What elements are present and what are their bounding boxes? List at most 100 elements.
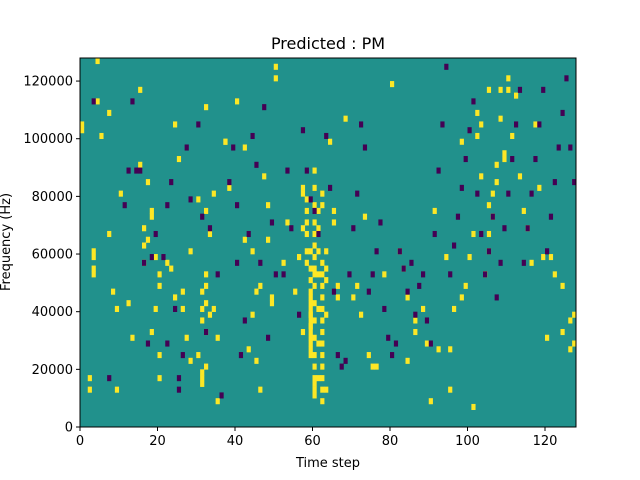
heatmap-cell-high	[173, 121, 178, 128]
heatmap-cell-high	[95, 98, 100, 105]
heatmap-cell-high	[479, 173, 484, 180]
heatmap-cell-low	[231, 144, 236, 151]
heatmap-cell-high	[157, 352, 162, 359]
heatmap-cell-high	[308, 352, 313, 359]
heatmap-cell-high	[475, 132, 480, 140]
heatmap-cell-low	[370, 271, 375, 278]
heatmap-cell-high	[517, 173, 523, 180]
heatmap-cell-low	[142, 259, 147, 266]
heatmap-cell-low	[486, 248, 492, 255]
heatmap-cell-high	[498, 86, 503, 93]
heatmap-cell-low	[176, 386, 182, 393]
heatmap-cell-low	[242, 317, 247, 324]
heatmap-cell-high	[188, 357, 193, 364]
heatmap-cell-high	[80, 121, 85, 128]
heatmap-cell-low	[471, 98, 476, 105]
heatmap-cell-high	[114, 305, 120, 312]
heatmap-cell-low	[165, 340, 170, 347]
heatmap-cell-high	[486, 86, 492, 93]
y-tick-label: 40000	[32, 305, 73, 320]
heatmap-cell-high	[304, 248, 309, 255]
heatmap-cell-high	[312, 386, 317, 393]
x-tick-label: 60	[304, 434, 321, 449]
heatmap-cell-high	[246, 346, 251, 353]
heatmap-cell-high	[486, 230, 492, 238]
heatmap-cell-high	[223, 138, 228, 145]
heatmap-cell-low	[568, 144, 573, 151]
heatmap-cell-low	[421, 271, 426, 278]
x-tick-label: 100	[455, 434, 480, 449]
heatmap-cell-low	[273, 271, 278, 278]
heatmap-cell-high	[572, 311, 577, 318]
heatmap-cell-low	[382, 305, 387, 312]
heatmap-cell-high	[459, 294, 464, 301]
heatmap-cell-low	[219, 392, 224, 399]
heatmap-cell-low	[180, 352, 185, 359]
heatmap-cell-high	[548, 254, 554, 261]
heatmap-cell-high	[312, 317, 317, 324]
heatmap-cell-high	[242, 144, 247, 151]
heatmap-cell-high	[568, 317, 573, 324]
heatmap-cell-high	[312, 300, 317, 307]
heatmap-cell-low	[351, 225, 356, 232]
heatmap-cell-high	[471, 403, 476, 411]
x-tick-label: 80	[382, 434, 399, 449]
heatmap-cell-low	[324, 132, 329, 140]
heatmap-cell-low	[483, 271, 488, 278]
heatmap-cell-high	[359, 311, 364, 318]
heatmap-cell-high	[300, 225, 306, 232]
heatmap-cell-high	[157, 271, 162, 278]
heatmap-cell-high	[269, 294, 275, 301]
heatmap-cell-low	[529, 190, 534, 197]
heatmap-cell-high	[486, 202, 492, 209]
heatmap-cell-low	[347, 271, 352, 278]
heatmap-cell-high	[258, 386, 263, 393]
heatmap-cell-low	[308, 196, 313, 203]
heatmap-cell-high	[432, 207, 437, 214]
heatmap-cell-low	[502, 225, 507, 232]
heatmap-cell-high	[405, 357, 410, 364]
heatmap-cell-high	[494, 161, 499, 168]
x-axis: 0 20 40 60 80 100 120	[76, 427, 557, 449]
heatmap-cell-low	[397, 248, 402, 255]
heatmap-cell-high	[452, 305, 457, 312]
heatmap-cell-low	[521, 259, 526, 266]
heatmap-cell-low	[514, 121, 519, 128]
heatmap-cell-high	[448, 386, 453, 393]
heatmap-cell-high	[405, 294, 410, 301]
heatmap-cell-high	[304, 219, 309, 226]
heatmap-cell-high	[153, 254, 158, 261]
heatmap-cell-low	[545, 248, 550, 255]
heatmap-cell-low	[227, 179, 232, 186]
heatmap-cell-low	[374, 248, 379, 255]
heatmap-cell-high	[560, 328, 565, 336]
heatmap-cell-low	[138, 167, 143, 174]
heatmap-cell-high	[537, 184, 542, 191]
heatmap-cell-high	[533, 121, 538, 128]
heatmap-cell-high	[254, 357, 259, 364]
heatmap-cell-high	[227, 184, 232, 191]
heatmap-cell-high	[215, 398, 220, 405]
heatmap-cell-high	[111, 288, 116, 295]
heatmap-cell-low	[196, 121, 201, 128]
heatmap-cell-high	[266, 236, 271, 243]
heatmap-cell-high	[541, 254, 546, 261]
heatmap-cell-high	[413, 328, 418, 336]
heatmap-cell-high	[514, 92, 519, 99]
heatmap-cell-high	[308, 300, 313, 307]
heatmap-cell-high	[471, 230, 476, 238]
heatmap-cell-high	[304, 207, 309, 214]
heatmap-cell-high	[316, 225, 321, 232]
heatmap-cell-low	[564, 75, 569, 82]
heatmap-cell-high	[312, 380, 317, 387]
heatmap-cell-high	[498, 115, 503, 122]
heatmap-cell-high	[157, 375, 162, 382]
heatmap-cell-high	[91, 248, 96, 255]
heatmap-cell-high	[258, 282, 263, 289]
heatmap-cell-high	[262, 173, 267, 180]
heatmap-cell-high	[207, 230, 213, 238]
plot-area	[80, 58, 577, 427]
y-tick-label: 0	[65, 421, 73, 436]
heatmap-cell-high	[448, 346, 453, 353]
heatmap-cell-high	[308, 265, 313, 272]
